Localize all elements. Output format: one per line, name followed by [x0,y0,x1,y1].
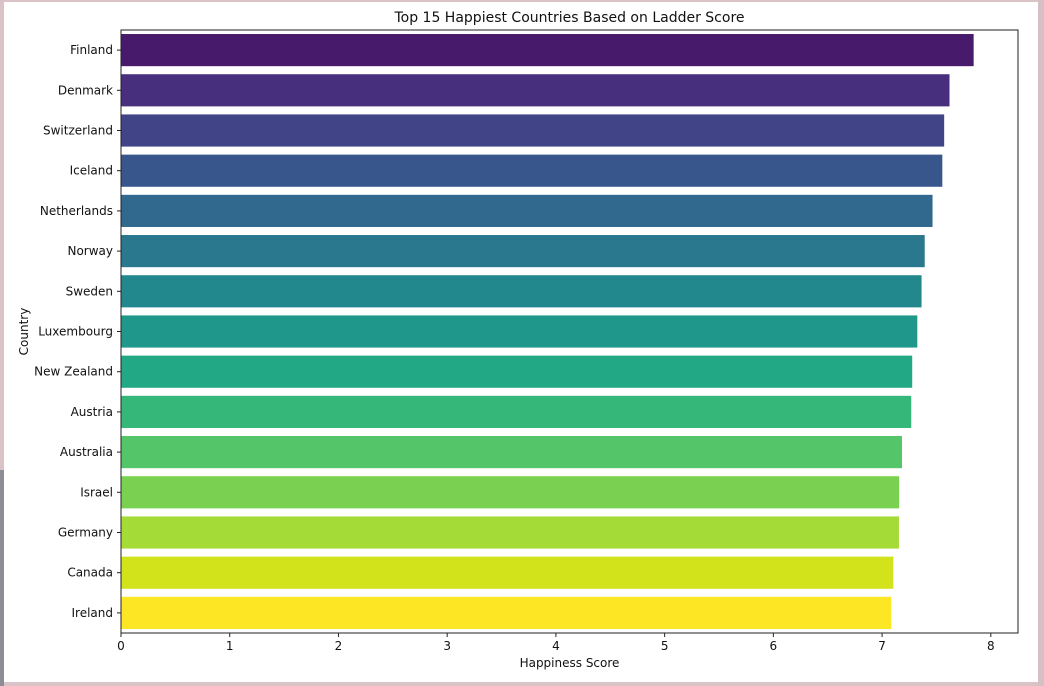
bar-norway [121,235,925,268]
y-tick-label: Israel [80,485,113,499]
y-tick-label: Switzerland [43,124,113,138]
x-tick-label: 8 [987,639,995,653]
bar-canada [121,556,894,589]
y-tick-label: Canada [67,566,113,580]
bar-iceland [121,154,943,187]
x-tick-label: 2 [335,639,343,653]
y-tick-label: Netherlands [40,204,113,218]
y-axis-title: Country [17,308,31,356]
x-tick-label: 5 [661,639,669,653]
x-tick-label: 6 [770,639,778,653]
x-tick-label: 4 [552,639,560,653]
bar-australia [121,436,902,469]
y-tick-label: Austria [71,405,113,419]
bar-germany [121,516,899,549]
chart-title: Top 15 Happiest Countries Based on Ladde… [393,10,744,26]
y-tick-label: Germany [58,526,113,540]
bar-finland [121,34,974,67]
bar-sweden [121,275,922,308]
x-tick-label: 7 [878,639,886,653]
x-tick-label: 1 [226,639,234,653]
y-tick-label: Australia [60,445,113,459]
x-tick-label: 0 [117,639,125,653]
x-axis: 0 1 2 3 4 5 6 7 8 [117,633,995,653]
bar-israel [121,476,900,509]
bar-austria [121,395,912,428]
plot-area-border [120,29,1019,634]
x-axis-title: Happiness Score [520,656,620,670]
y-tick-label: Denmark [58,83,113,97]
y-tick-label: Luxembourg [38,325,113,339]
y-tick-label: New Zealand [34,365,113,379]
bar-switzerland [121,114,945,147]
bar-luxembourg [121,315,918,348]
bar-new-zealand [121,355,913,388]
bar-netherlands [121,194,933,227]
y-tick-label: Norway [67,244,113,258]
bars-layer [121,34,974,629]
background-edge-right [1038,0,1044,686]
bar-denmark [121,74,950,107]
y-tick-label: Ireland [71,606,113,620]
bar-ireland [121,596,892,629]
y-tick-label: Finland [70,43,113,57]
y-axis: Finland Denmark Switzerland Iceland Netherla… [34,43,121,620]
background-edge [0,470,4,686]
y-tick-label: Iceland [70,164,113,178]
x-tick-label: 3 [443,639,451,653]
y-tick-label: Sweden [66,284,113,298]
